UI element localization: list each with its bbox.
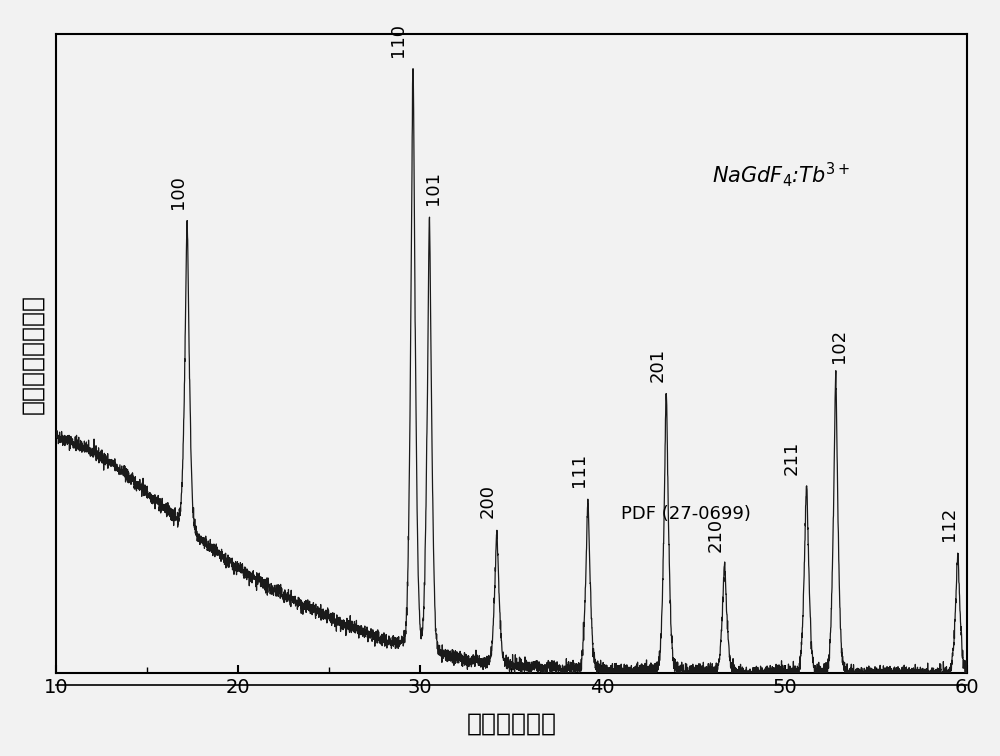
Text: NaGdF$_4$:Tb$^{3+}$: NaGdF$_4$:Tb$^{3+}$ — [712, 160, 850, 189]
Text: 102: 102 — [830, 330, 848, 364]
Y-axis label: 强度（任意单位）: 强度（任意单位） — [21, 294, 45, 414]
Text: 211: 211 — [783, 441, 801, 475]
Text: 111: 111 — [570, 453, 588, 488]
Text: 101: 101 — [424, 172, 442, 206]
Text: 112: 112 — [940, 507, 958, 541]
Text: 210: 210 — [706, 518, 724, 552]
Text: 100: 100 — [169, 175, 187, 209]
Text: PDF (27-0699): PDF (27-0699) — [621, 504, 751, 522]
Text: 200: 200 — [479, 485, 497, 519]
X-axis label: 衍射角（度）: 衍射角（度） — [466, 711, 556, 735]
Text: 110: 110 — [389, 23, 407, 57]
Text: 201: 201 — [648, 348, 666, 382]
